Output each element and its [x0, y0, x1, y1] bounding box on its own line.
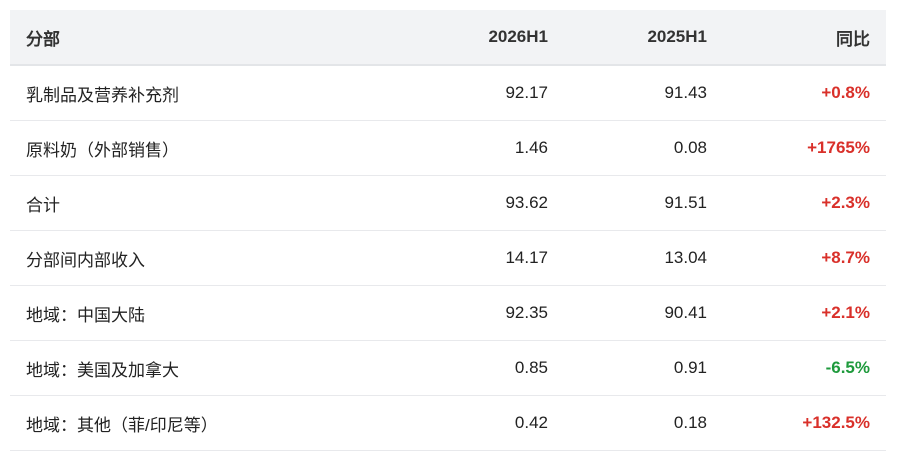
cell: 14.17 — [372, 230, 564, 286]
cell: +8.7% — [723, 230, 886, 286]
cell: +2.3% — [723, 175, 886, 231]
header-cell: 2026H1 — [372, 10, 564, 66]
cell: 90.41 — [564, 285, 723, 341]
header-cell: 同比 — [723, 10, 886, 66]
cell: +1765% — [723, 120, 886, 176]
row-label: 地域：中国大陆 — [10, 285, 372, 341]
table-row: 地域：美国及加拿大 0.85 0.91 -6.5% — [10, 340, 886, 396]
cell: -6.5% — [723, 340, 886, 396]
header-cell: 2025H1 — [564, 10, 723, 66]
cell: 0.42 — [372, 395, 564, 451]
table-row: 分部间内部收入 14.17 13.04 +8.7% — [10, 230, 886, 286]
table-body: 乳制品及营养补充剂 92.17 91.43 +0.8% 原料奶（外部销售） 1.46 0.0… — [10, 65, 886, 451]
cell: 0.18 — [564, 395, 723, 451]
cell: 92.35 — [372, 285, 564, 341]
row-label: 合计 — [10, 175, 372, 231]
header-row: 分部 2026H1 2025H1 同比 — [10, 10, 886, 66]
row-label: 原料奶（外部销售） — [10, 120, 372, 176]
cell: 1.46 — [372, 120, 564, 176]
cell: 91.43 — [564, 65, 723, 121]
table-row: 地域：其他（菲/印尼等） 0.42 0.18 +132.5% — [10, 395, 886, 451]
table-row: 乳制品及营养补充剂 92.17 91.43 +0.8% — [10, 65, 886, 121]
cell: 93.62 — [372, 175, 564, 231]
cell: 0.08 — [564, 120, 723, 176]
header-cell: 分部 — [10, 10, 372, 66]
table-row: 合计 93.62 91.51 +2.3% — [10, 175, 886, 231]
row-label: 乳制品及营养补充剂 — [10, 65, 372, 121]
table-row: 原料奶（外部销售） 1.46 0.08 +1765% — [10, 120, 886, 176]
cell: 91.51 — [564, 175, 723, 231]
cell: +2.1% — [723, 285, 886, 341]
cell: 92.17 — [372, 65, 564, 121]
cell: 0.91 — [564, 340, 723, 396]
row-label: 分部间内部收入 — [10, 230, 372, 286]
data-table: 分部 2026H1 2025H1 同比 乳制品及营养补充剂 92.17 91.43 +0.8… — [10, 10, 886, 451]
table-row: 地域：中国大陆 92.35 90.41 +2.1% — [10, 285, 886, 341]
row-label: 地域：美国及加拿大 — [10, 340, 372, 396]
row-label: 地域：其他（菲/印尼等） — [10, 395, 372, 451]
cell: +132.5% — [723, 395, 886, 451]
table-head: 分部 2026H1 2025H1 同比 — [10, 10, 886, 66]
cell: 0.85 — [372, 340, 564, 396]
cell: 13.04 — [564, 230, 723, 286]
cell: +0.8% — [723, 65, 886, 121]
